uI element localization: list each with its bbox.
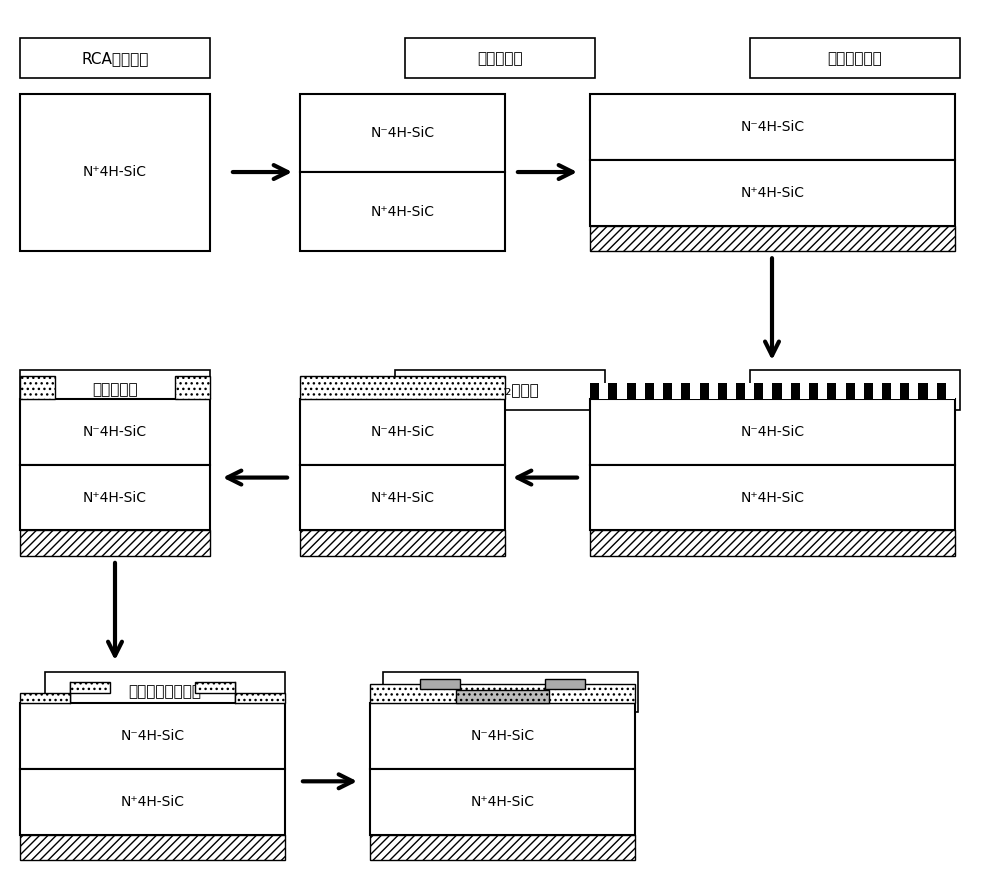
FancyBboxPatch shape: [20, 94, 210, 251]
Bar: [590, 530, 955, 556]
Text: N⁻4H-SiC: N⁻4H-SiC: [370, 126, 435, 141]
Text: N⁻4H-SiC: N⁻4H-SiC: [740, 425, 805, 439]
Bar: [800, 383, 809, 399]
FancyBboxPatch shape: [370, 769, 635, 835]
Text: 制备欧姆接触: 制备欧姆接触: [828, 51, 882, 65]
Text: N⁻4H-SiC: N⁻4H-SiC: [470, 729, 535, 744]
Text: N⁻4H-SiC: N⁻4H-SiC: [740, 120, 805, 134]
FancyBboxPatch shape: [300, 399, 505, 464]
Bar: [891, 383, 900, 399]
FancyBboxPatch shape: [20, 38, 210, 78]
Bar: [745, 383, 754, 399]
Bar: [370, 684, 635, 703]
FancyBboxPatch shape: [590, 94, 955, 160]
Bar: [690, 383, 700, 399]
Bar: [763, 383, 772, 399]
Bar: [782, 383, 791, 399]
FancyBboxPatch shape: [750, 370, 960, 410]
Bar: [727, 383, 736, 399]
Text: N⁺4H-SiC: N⁺4H-SiC: [120, 795, 184, 809]
FancyBboxPatch shape: [395, 370, 605, 410]
FancyBboxPatch shape: [20, 370, 210, 410]
FancyBboxPatch shape: [590, 399, 955, 464]
Text: N⁺4H-SiC: N⁺4H-SiC: [470, 795, 534, 809]
Bar: [946, 383, 955, 399]
Bar: [545, 679, 585, 689]
Bar: [300, 530, 505, 556]
Bar: [654, 383, 663, 399]
Text: N⁺4H-SiC: N⁺4H-SiC: [740, 185, 804, 200]
FancyBboxPatch shape: [405, 38, 595, 78]
FancyBboxPatch shape: [382, 672, 638, 711]
Bar: [420, 679, 460, 689]
Text: N⁺4H-SiC: N⁺4H-SiC: [370, 490, 434, 504]
FancyBboxPatch shape: [300, 173, 505, 251]
Text: N⁺4H-SiC: N⁺4H-SiC: [740, 490, 804, 504]
Text: 刻蚀对准标记: 刻蚀对准标记: [828, 383, 882, 397]
Bar: [672, 383, 681, 399]
Bar: [818, 383, 827, 399]
Bar: [300, 376, 505, 399]
Bar: [873, 383, 882, 399]
FancyBboxPatch shape: [20, 703, 285, 769]
Bar: [195, 682, 235, 693]
Bar: [20, 693, 70, 703]
Bar: [20, 376, 55, 399]
Bar: [928, 383, 937, 399]
Bar: [175, 376, 210, 399]
FancyBboxPatch shape: [20, 464, 210, 530]
Text: 淀积SiO₂钝化层: 淀积SiO₂钝化层: [461, 383, 539, 397]
Bar: [20, 835, 285, 860]
FancyBboxPatch shape: [20, 399, 210, 464]
Text: N⁻4H-SiC: N⁻4H-SiC: [83, 425, 147, 439]
Bar: [235, 693, 285, 703]
Bar: [709, 383, 718, 399]
Bar: [20, 530, 210, 556]
Bar: [836, 383, 846, 399]
FancyBboxPatch shape: [590, 464, 955, 530]
Text: N⁻4H-SiC: N⁻4H-SiC: [370, 425, 435, 439]
FancyBboxPatch shape: [300, 464, 505, 530]
Bar: [599, 383, 608, 399]
FancyBboxPatch shape: [750, 38, 960, 78]
FancyBboxPatch shape: [590, 160, 955, 226]
Bar: [590, 383, 955, 399]
Bar: [456, 690, 549, 703]
Bar: [909, 383, 918, 399]
Bar: [70, 682, 110, 693]
Bar: [636, 383, 645, 399]
Bar: [370, 835, 635, 860]
Bar: [590, 226, 955, 251]
Text: N⁻4H-SiC: N⁻4H-SiC: [120, 729, 185, 744]
Text: 光刻钝化层: 光刻钝化层: [92, 383, 138, 397]
FancyBboxPatch shape: [300, 94, 505, 173]
Bar: [855, 383, 864, 399]
Text: 生长外延层: 生长外延层: [477, 51, 523, 65]
FancyBboxPatch shape: [20, 769, 285, 835]
FancyBboxPatch shape: [370, 703, 635, 769]
Text: RCA清洗衬底: RCA清洗衬底: [81, 51, 149, 65]
Text: 刻蚀双台阶钝化层: 刻蚀双台阶钝化层: [128, 685, 202, 699]
Text: N⁺4H-SiC: N⁺4H-SiC: [83, 490, 147, 504]
Text: N⁺4H-SiC: N⁺4H-SiC: [83, 166, 147, 179]
Text: 制备肖特基接触和场板: 制备肖特基接触和场板: [464, 685, 556, 699]
Text: N⁺4H-SiC: N⁺4H-SiC: [370, 204, 434, 219]
FancyBboxPatch shape: [45, 672, 285, 711]
Bar: [617, 383, 626, 399]
